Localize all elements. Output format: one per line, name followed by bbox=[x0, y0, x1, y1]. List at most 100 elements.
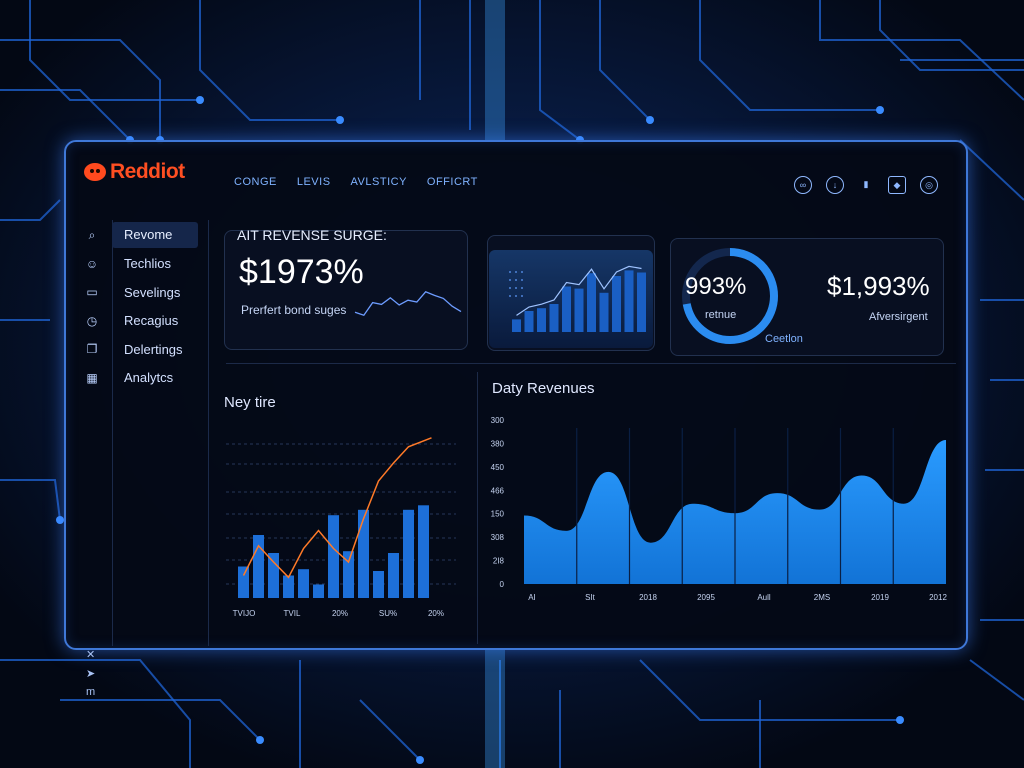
sidebar-item-recagius[interactable]: ◷ Recagius bbox=[72, 308, 208, 334]
mini-bar bbox=[624, 270, 634, 332]
bar-chart-icon[interactable]: ▮ bbox=[863, 179, 869, 189]
clock-icon: ◷ bbox=[86, 313, 98, 328]
ney-tire-bar bbox=[313, 584, 324, 598]
mini-bar bbox=[537, 308, 546, 332]
ney-tire-x-label: TVIL bbox=[284, 609, 301, 618]
surge-value: $1973% bbox=[239, 253, 364, 291]
users-icon: ☺ bbox=[85, 256, 99, 271]
toolbar-icons: ∞ ↓ ▮ ◆ ◎ bbox=[794, 176, 938, 194]
daty-x-label: 2018 bbox=[639, 593, 657, 602]
daty-y-tick: 0 bbox=[500, 580, 505, 589]
nav-item-levis[interactable]: LEVIS bbox=[296, 176, 331, 188]
mini-trend-line bbox=[516, 265, 642, 316]
send-icon[interactable]: ➤ bbox=[86, 668, 96, 680]
mini-bar bbox=[599, 292, 609, 332]
ney-tire-bar bbox=[358, 509, 369, 598]
menu-icon[interactable]: m bbox=[86, 686, 96, 698]
ney-tire-line bbox=[242, 437, 432, 579]
section-divider bbox=[226, 363, 956, 364]
mini-bar bbox=[637, 272, 646, 332]
daty-y-tick: 2I8 bbox=[493, 557, 505, 566]
download-icon[interactable]: ↓ bbox=[826, 176, 844, 194]
mini-bar bbox=[612, 276, 621, 332]
shield-icon[interactable]: ◆ bbox=[888, 176, 906, 194]
link-icon[interactable]: ∞ bbox=[794, 176, 812, 194]
brand-name: Reddiot bbox=[110, 160, 185, 183]
mini-bar bbox=[512, 319, 521, 332]
calendar-icon: ▦ bbox=[86, 370, 98, 385]
ring-percent: 993% bbox=[685, 273, 747, 300]
sidebar: ⌕ Revome ☺ Techlios ▭ Sevelings ◷ Recagius ❐ Dele… bbox=[72, 220, 209, 698]
revenue-surge-card[interactable]: AIT REVENSE SURGE: $1973% Prerfert bond … bbox=[224, 227, 468, 350]
sidebar-item-label: Delertings bbox=[124, 341, 183, 357]
nav-item-officrt[interactable]: OFFICRT bbox=[426, 176, 478, 188]
globe-icon[interactable]: ◎ bbox=[920, 176, 938, 194]
surge-subtitle: Prerfert bond suges bbox=[241, 303, 347, 317]
ney-tire-bar bbox=[403, 509, 414, 598]
ney-tire-bar bbox=[373, 571, 384, 598]
sidebar-item-techlios[interactable]: ☺ Techlios bbox=[72, 251, 208, 277]
sparkline-series bbox=[354, 291, 462, 316]
ney-tire-x-label: 20% bbox=[332, 609, 348, 618]
top-navigation: CONGE LEVIS AVLSTICY OFFICRT bbox=[234, 176, 478, 188]
surge-card-title: AIT REVENSE SURGE: bbox=[237, 227, 387, 243]
ring-caption: retnue bbox=[705, 309, 737, 321]
mini-bar bbox=[524, 311, 534, 332]
daty-x-label: SIt bbox=[585, 593, 596, 602]
ney-tire-bar bbox=[283, 575, 294, 598]
mini-bar bbox=[562, 286, 571, 332]
sidebar-item-analytcs[interactable]: ▦ Analytcs bbox=[72, 365, 208, 391]
daty-y-tick: 380 bbox=[491, 439, 505, 448]
mini-bar-chart-card[interactable] bbox=[487, 235, 655, 351]
sidebar-bottom-tools: ✕ ➤ m bbox=[86, 648, 95, 698]
ring-amount: $1,993% bbox=[827, 271, 930, 301]
daty-x-label: 2019 bbox=[871, 593, 889, 602]
sidebar-item-delertings[interactable]: ❐ Delertings bbox=[72, 336, 208, 362]
daty-x-label: AI bbox=[528, 593, 536, 602]
chart-divider bbox=[477, 372, 478, 644]
sidebar-item-label: Analytcs bbox=[124, 370, 174, 385]
mini-bar-chart bbox=[489, 250, 653, 348]
daty-y-tick: 466 bbox=[491, 486, 505, 495]
search-icon: ⌕ bbox=[88, 227, 96, 242]
brand-logo[interactable]: Reddiot bbox=[84, 160, 185, 184]
ney-tire-bar bbox=[238, 566, 249, 598]
daty-y-tick: 300 bbox=[491, 416, 505, 425]
alien-logo-icon bbox=[84, 163, 106, 181]
ney-tire-bar bbox=[268, 553, 279, 598]
ring-amount-caption: Afversirgent bbox=[869, 311, 928, 323]
nav-item-avlsticy[interactable]: AVLSTICY bbox=[350, 176, 407, 188]
sidebar-item-label: Recagius bbox=[124, 313, 179, 328]
monitor-icon: ▭ bbox=[86, 285, 98, 299]
ney-tire-chart: TVIJO TVIL 20% SU% 20% bbox=[226, 437, 456, 618]
sidebar-item-sevelings[interactable]: ▭ Sevelings bbox=[72, 279, 208, 305]
sidebar-icon-rail bbox=[72, 220, 113, 646]
daty-y-tick: 308 bbox=[491, 533, 505, 542]
ring-progress-arc bbox=[682, 248, 778, 344]
folder-icon: ❐ bbox=[86, 342, 98, 356]
ney-tire-title: Ney tire bbox=[224, 394, 276, 411]
ney-tire-bar bbox=[418, 505, 429, 598]
mini-bar bbox=[574, 288, 584, 332]
sidebar-item-label: Revome bbox=[112, 222, 198, 248]
sidebar-item-label: Sevelings bbox=[124, 284, 181, 300]
ney-tire-bar bbox=[388, 553, 399, 598]
daty-y-tick: 150 bbox=[491, 510, 505, 519]
ney-tire-bar bbox=[298, 569, 309, 598]
ney-tire-bar bbox=[328, 515, 339, 598]
ney-tire-x-label: 20% bbox=[428, 609, 444, 618]
ney-tire-x-label: SU% bbox=[379, 609, 397, 618]
ring-kpi-card[interactable]: 993% retnue $1,993% Afversirgent Ceetlon bbox=[670, 238, 944, 356]
tools-icon[interactable]: ✕ bbox=[86, 649, 96, 661]
ney-tire-bar bbox=[343, 551, 354, 598]
daty-revenues-title: Daty Revenues bbox=[492, 380, 595, 397]
daty-x-label: Aull bbox=[757, 593, 771, 602]
progress-ring bbox=[682, 248, 778, 344]
sidebar-item-revome[interactable]: ⌕ Revome bbox=[72, 222, 208, 248]
surge-sparkline bbox=[354, 291, 462, 316]
nav-item-conge[interactable]: CONGE bbox=[234, 176, 277, 188]
ney-tire-x-label: TVIJO bbox=[233, 609, 256, 618]
dashboard-window: Reddiot CONGE LEVIS AVLSTICY OFFICRT ∞ ↓… bbox=[64, 140, 968, 698]
ring-footer: Ceetlon bbox=[765, 333, 803, 345]
daty-x-label: 2012 bbox=[929, 593, 947, 602]
